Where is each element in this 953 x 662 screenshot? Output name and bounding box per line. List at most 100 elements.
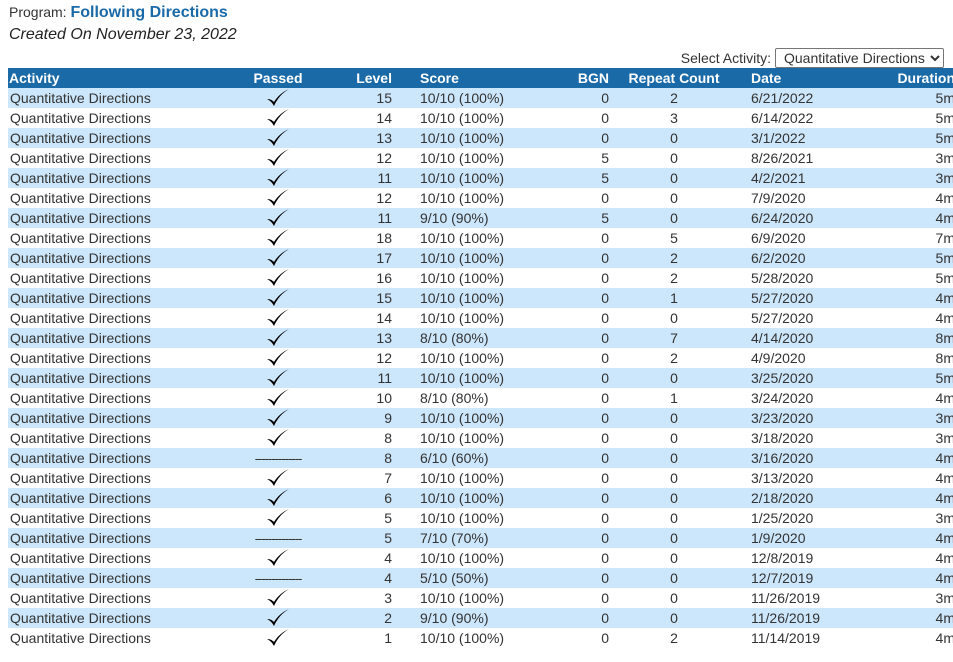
cell-activity: Quantitative Directions: [8, 428, 216, 448]
cell-passed: [216, 608, 340, 628]
cell-level: 12: [340, 348, 400, 368]
not-passed-marker: --------------: [254, 571, 303, 586]
checkmark-icon: [218, 428, 338, 448]
cell-passed: [216, 348, 340, 368]
cell-level: 4: [340, 568, 400, 588]
table-row: Quantitative Directions 14 10/10 (100%) 0 0 5…: [8, 308, 953, 328]
cell-repeat-count: 0: [617, 548, 731, 568]
table-row: Quantitative Directions 18 10/10 (100%) 0 5 6…: [8, 228, 953, 248]
cell-passed: --------------: [216, 528, 340, 548]
table-row: Quantitative Directions 11 10/10 (100%) 5 0 4…: [8, 168, 953, 188]
cell-level: 11: [340, 368, 400, 388]
checkmark-icon: [218, 248, 338, 268]
column-header-bgn: BGN: [547, 68, 617, 88]
cell-bgn: 0: [547, 508, 617, 528]
cell-bgn: 5: [547, 148, 617, 168]
cell-bgn: 0: [547, 568, 617, 588]
cell-score: 10/10 (100%): [400, 508, 547, 528]
cell-repeat-count: 5: [617, 228, 731, 248]
cell-date: 6/24/2020: [731, 208, 863, 228]
cell-passed: [216, 188, 340, 208]
cell-repeat-count: 0: [617, 508, 731, 528]
cell-bgn: 0: [547, 368, 617, 388]
checkmark-icon: [218, 588, 338, 608]
cell-date: 1/25/2020: [731, 508, 863, 528]
cell-bgn: 0: [547, 408, 617, 428]
cell-duration: 5m: [863, 108, 953, 128]
cell-repeat-count: 2: [617, 628, 731, 648]
cell-date: 6/2/2020: [731, 248, 863, 268]
cell-level: 5: [340, 528, 400, 548]
table-row: Quantitative Directions -------------- 4 5/…: [8, 568, 953, 588]
cell-bgn: 0: [547, 228, 617, 248]
checkmark-icon: [218, 228, 338, 248]
cell-duration: 4m: [863, 188, 953, 208]
cell-score: 5/10 (50%): [400, 568, 547, 588]
cell-level: 12: [340, 148, 400, 168]
cell-score: 10/10 (100%): [400, 468, 547, 488]
cell-activity: Quantitative Directions: [8, 208, 216, 228]
cell-repeat-count: 0: [617, 568, 731, 588]
cell-duration: 7m: [863, 228, 953, 248]
cell-date: 3/16/2020: [731, 448, 863, 468]
cell-date: 5/27/2020: [731, 288, 863, 308]
cell-bgn: 0: [547, 468, 617, 488]
cell-level: 8: [340, 428, 400, 448]
cell-bgn: 0: [547, 628, 617, 648]
cell-repeat-count: 1: [617, 288, 731, 308]
cell-passed: [216, 248, 340, 268]
checkmark-icon: [218, 468, 338, 488]
cell-repeat-count: 0: [617, 428, 731, 448]
cell-date: 3/13/2020: [731, 468, 863, 488]
cell-bgn: 0: [547, 548, 617, 568]
cell-bgn: 0: [547, 588, 617, 608]
cell-activity: Quantitative Directions: [8, 548, 216, 568]
cell-passed: [216, 268, 340, 288]
cell-passed: [216, 128, 340, 148]
table-row: Quantitative Directions 3 10/10 (100%) 0 0 11…: [8, 588, 953, 608]
cell-level: 11: [340, 208, 400, 228]
cell-passed: [216, 328, 340, 348]
cell-bgn: 0: [547, 388, 617, 408]
cell-score: 10/10 (100%): [400, 248, 547, 268]
cell-duration: 4m: [863, 568, 953, 588]
cell-activity: Quantitative Directions: [8, 188, 216, 208]
cell-passed: --------------: [216, 448, 340, 468]
cell-date: 4/2/2021: [731, 168, 863, 188]
cell-passed: [216, 108, 340, 128]
table-row: Quantitative Directions 14 10/10 (100%) 0 3 6…: [8, 108, 953, 128]
table-row: Quantitative Directions 17 10/10 (100%) 0 2 6…: [8, 248, 953, 268]
cell-level: 15: [340, 88, 400, 108]
checkmark-icon: [218, 408, 338, 428]
cell-bgn: 0: [547, 88, 617, 108]
cell-passed: --------------: [216, 568, 340, 588]
table-row: Quantitative Directions 10 8/10 (80%) 0 1 3/2…: [8, 388, 953, 408]
cell-passed: [216, 228, 340, 248]
cell-repeat-count: 7: [617, 328, 731, 348]
cell-level: 8: [340, 448, 400, 468]
table-row: Quantitative Directions 16 10/10 (100%) 0 2 5…: [8, 268, 953, 288]
cell-repeat-count: 0: [617, 188, 731, 208]
table-row: Quantitative Directions 1 10/10 (100%) 0 2 11…: [8, 628, 953, 648]
cell-level: 6: [340, 488, 400, 508]
cell-bgn: 0: [547, 288, 617, 308]
column-header-passed: Passed: [216, 68, 340, 88]
cell-score: 10/10 (100%): [400, 408, 547, 428]
cell-bgn: 0: [547, 268, 617, 288]
activity-select[interactable]: Quantitative Directions: [775, 48, 944, 68]
cell-bgn: 0: [547, 348, 617, 368]
cell-date: 6/9/2020: [731, 228, 863, 248]
cell-score: 10/10 (100%): [400, 228, 547, 248]
checkmark-icon: [218, 548, 338, 568]
cell-activity: Quantitative Directions: [8, 248, 216, 268]
results-table: Activity Passed Level Score BGN Repeat C…: [8, 68, 953, 648]
cell-level: 12: [340, 188, 400, 208]
cell-bgn: 5: [547, 168, 617, 188]
cell-level: 3: [340, 588, 400, 608]
cell-bgn: 0: [547, 488, 617, 508]
cell-activity: Quantitative Directions: [8, 588, 216, 608]
cell-bgn: 0: [547, 128, 617, 148]
cell-score: 8/10 (80%): [400, 328, 547, 348]
cell-score: 6/10 (60%): [400, 448, 547, 468]
cell-level: 4: [340, 548, 400, 568]
